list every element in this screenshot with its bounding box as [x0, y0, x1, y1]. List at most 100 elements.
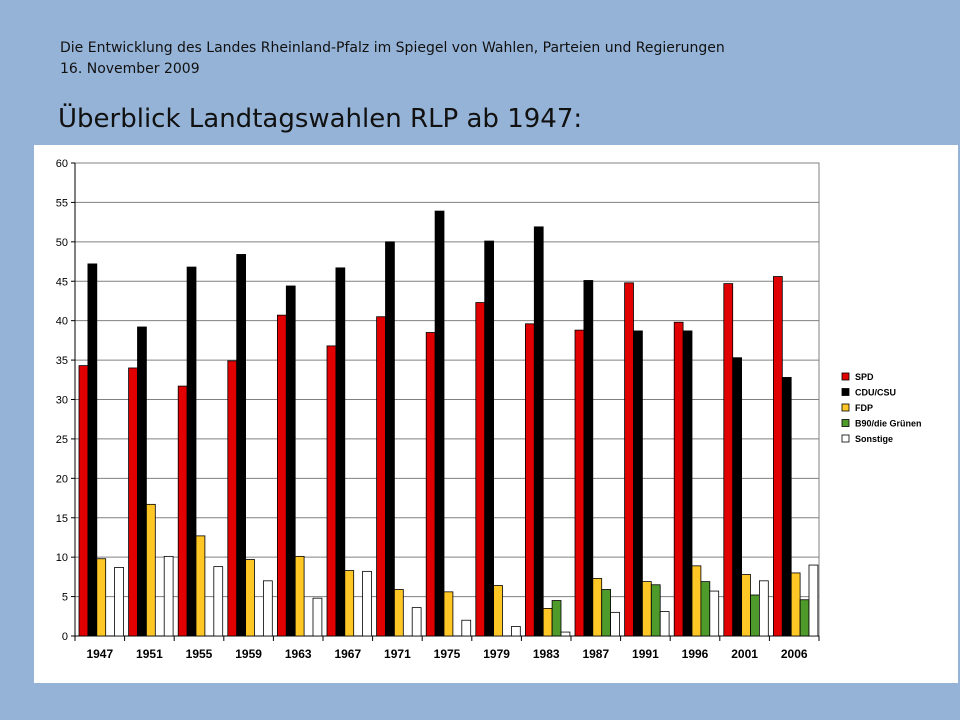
bar-cdu-csu-1991: [633, 330, 643, 637]
bar-sonstige-1991: [659, 611, 670, 637]
bar-cdu-csu-1967: [335, 267, 346, 637]
y-tick-label: 25: [56, 434, 68, 446]
x-category-label: 1971: [384, 647, 411, 661]
bar-sonstige-1987: [610, 611, 620, 637]
subtitle-line-1: Die Entwicklung des Landes Rheinland-Pfa…: [60, 40, 725, 56]
presentation-subtitle: Die Entwicklung des Landes Rheinland-Pfa…: [60, 38, 725, 80]
x-category-label: 1975: [434, 647, 461, 661]
election-results-chart: 0 5 10 15 20 25 30 35 40 45 50 55 60 1947 1951 1955 1959…: [56, 158, 922, 661]
bar-cdu-csu-1951: [137, 326, 147, 637]
y-tick-label: 0: [62, 631, 68, 643]
bar-fdp-1971: [393, 589, 404, 637]
x-category-label: 1963: [285, 647, 312, 661]
y-tick-label: 15: [56, 513, 68, 525]
x-category-label: 1979: [483, 647, 510, 661]
y-tick-label: 10: [56, 552, 68, 564]
bar-sonstige-1959: [262, 580, 273, 637]
legend-swatch: [841, 388, 850, 396]
legend-label: CDU/CSU: [855, 388, 896, 398]
legend-swatch: [841, 419, 850, 427]
bar-b90-die-gr-nen-2001: [750, 594, 760, 637]
x-category-label: 1983: [533, 647, 560, 661]
bar-sonstige-1979: [510, 626, 521, 637]
bar-fdp-1996: [691, 565, 702, 637]
bar-cdu-csu-1955: [186, 266, 197, 637]
y-tick-label: 60: [56, 158, 68, 170]
bar-spd-1971: [376, 316, 386, 637]
bar-cdu-csu-1996: [682, 330, 693, 637]
bar-spd-1959: [227, 360, 238, 637]
bar-b90-die-gr-nen-1987: [601, 589, 612, 637]
legend-swatch: [841, 403, 850, 412]
x-category-label: 1959: [235, 647, 262, 661]
bar-fdp-1983: [542, 608, 553, 637]
bar-cdu-csu-1959: [236, 254, 246, 637]
x-category-label: 2006: [781, 647, 808, 661]
bar-spd-1996: [673, 321, 684, 637]
bar-b90-die-gr-nen-1983: [551, 600, 562, 637]
y-tick-label: 50: [56, 237, 68, 249]
subtitle-date: 16. November 2009: [60, 61, 200, 77]
x-category-label: 1996: [682, 647, 709, 661]
slide-title: Überblick Landtagswahlen RLP ab 1947:: [58, 104, 583, 134]
bar-spd-1963: [276, 314, 287, 637]
bar-fdp-1951: [146, 503, 156, 637]
legend-swatch: [841, 434, 850, 443]
bar-fdp-1955: [195, 535, 206, 637]
bar-fdp-1991: [642, 581, 652, 637]
x-category-label: 1947: [86, 647, 113, 661]
bar-cdu-csu-1947: [87, 263, 98, 637]
bar-sonstige-1971: [411, 607, 422, 637]
bar-spd-1951: [128, 367, 138, 637]
bar-spd-1979: [475, 302, 486, 637]
bar-sonstige-2006: [808, 564, 819, 637]
legend-label: B90/die Grünen: [855, 419, 922, 429]
bar-b90-die-gr-nen-1996: [700, 581, 711, 637]
bar-sonstige-1983: [560, 631, 571, 637]
bar-fdp-1975: [443, 591, 454, 637]
bar-fdp-1947: [96, 558, 107, 637]
legend-label: Sonstige: [855, 434, 893, 444]
bar-cdu-csu-1975: [434, 210, 445, 637]
y-tick-label: 30: [56, 395, 68, 407]
x-category-label: 1951: [136, 647, 163, 661]
legend-label: FDP: [855, 403, 873, 413]
bar-sonstige-1947: [114, 567, 124, 637]
bar-spd-1991: [624, 282, 634, 637]
chart-panel: 0 5 10 15 20 25 30 35 40 45 50 55 60 1947 1951 1955 1959…: [34, 145, 958, 683]
bar-cdu-csu-2006: [781, 377, 792, 637]
x-category-label: 2001: [731, 647, 758, 661]
bar-cdu-csu-1971: [385, 241, 395, 637]
bar-sonstige-2001: [759, 580, 769, 637]
bar-fdp-1987: [592, 578, 603, 637]
bar-spd-1983: [524, 323, 535, 637]
bar-spd-1967: [326, 345, 337, 637]
bar-cdu-csu-1963: [285, 285, 296, 637]
bar-fdp-2001: [741, 574, 751, 637]
bar-b90-die-gr-nen-2006: [799, 599, 810, 637]
bar-spd-1947: [78, 365, 89, 637]
x-category-label: 1991: [632, 647, 659, 661]
bar-sonstige-1963: [312, 597, 323, 637]
bar-spd-1987: [574, 329, 585, 637]
y-tick-label: 35: [56, 355, 68, 367]
bar-sonstige-1955: [213, 566, 224, 637]
bar-b90-die-gr-nen-1991: [650, 584, 661, 637]
x-category-label: 1967: [334, 647, 361, 661]
bar-sonstige-1996: [709, 590, 720, 637]
bar-fdp-1959: [245, 559, 255, 637]
y-tick-label: 45: [56, 276, 68, 288]
bar-fdp-1979: [493, 585, 503, 637]
bar-sonstige-1967: [362, 570, 372, 637]
y-tick-label: 5: [62, 592, 68, 604]
bar-sonstige-1951: [163, 555, 174, 637]
x-category-label: 1987: [582, 647, 609, 661]
legend-label: SPD: [855, 372, 874, 382]
bar-sonstige-1975: [461, 619, 472, 637]
bar-spd-1975: [425, 332, 436, 637]
bar-spd-1955: [177, 385, 188, 637]
bar-cdu-csu-1983: [533, 226, 544, 637]
bar-spd-2001: [723, 283, 734, 637]
bar-cdu-csu-2001: [732, 357, 743, 637]
y-tick-label: 20: [56, 473, 68, 485]
